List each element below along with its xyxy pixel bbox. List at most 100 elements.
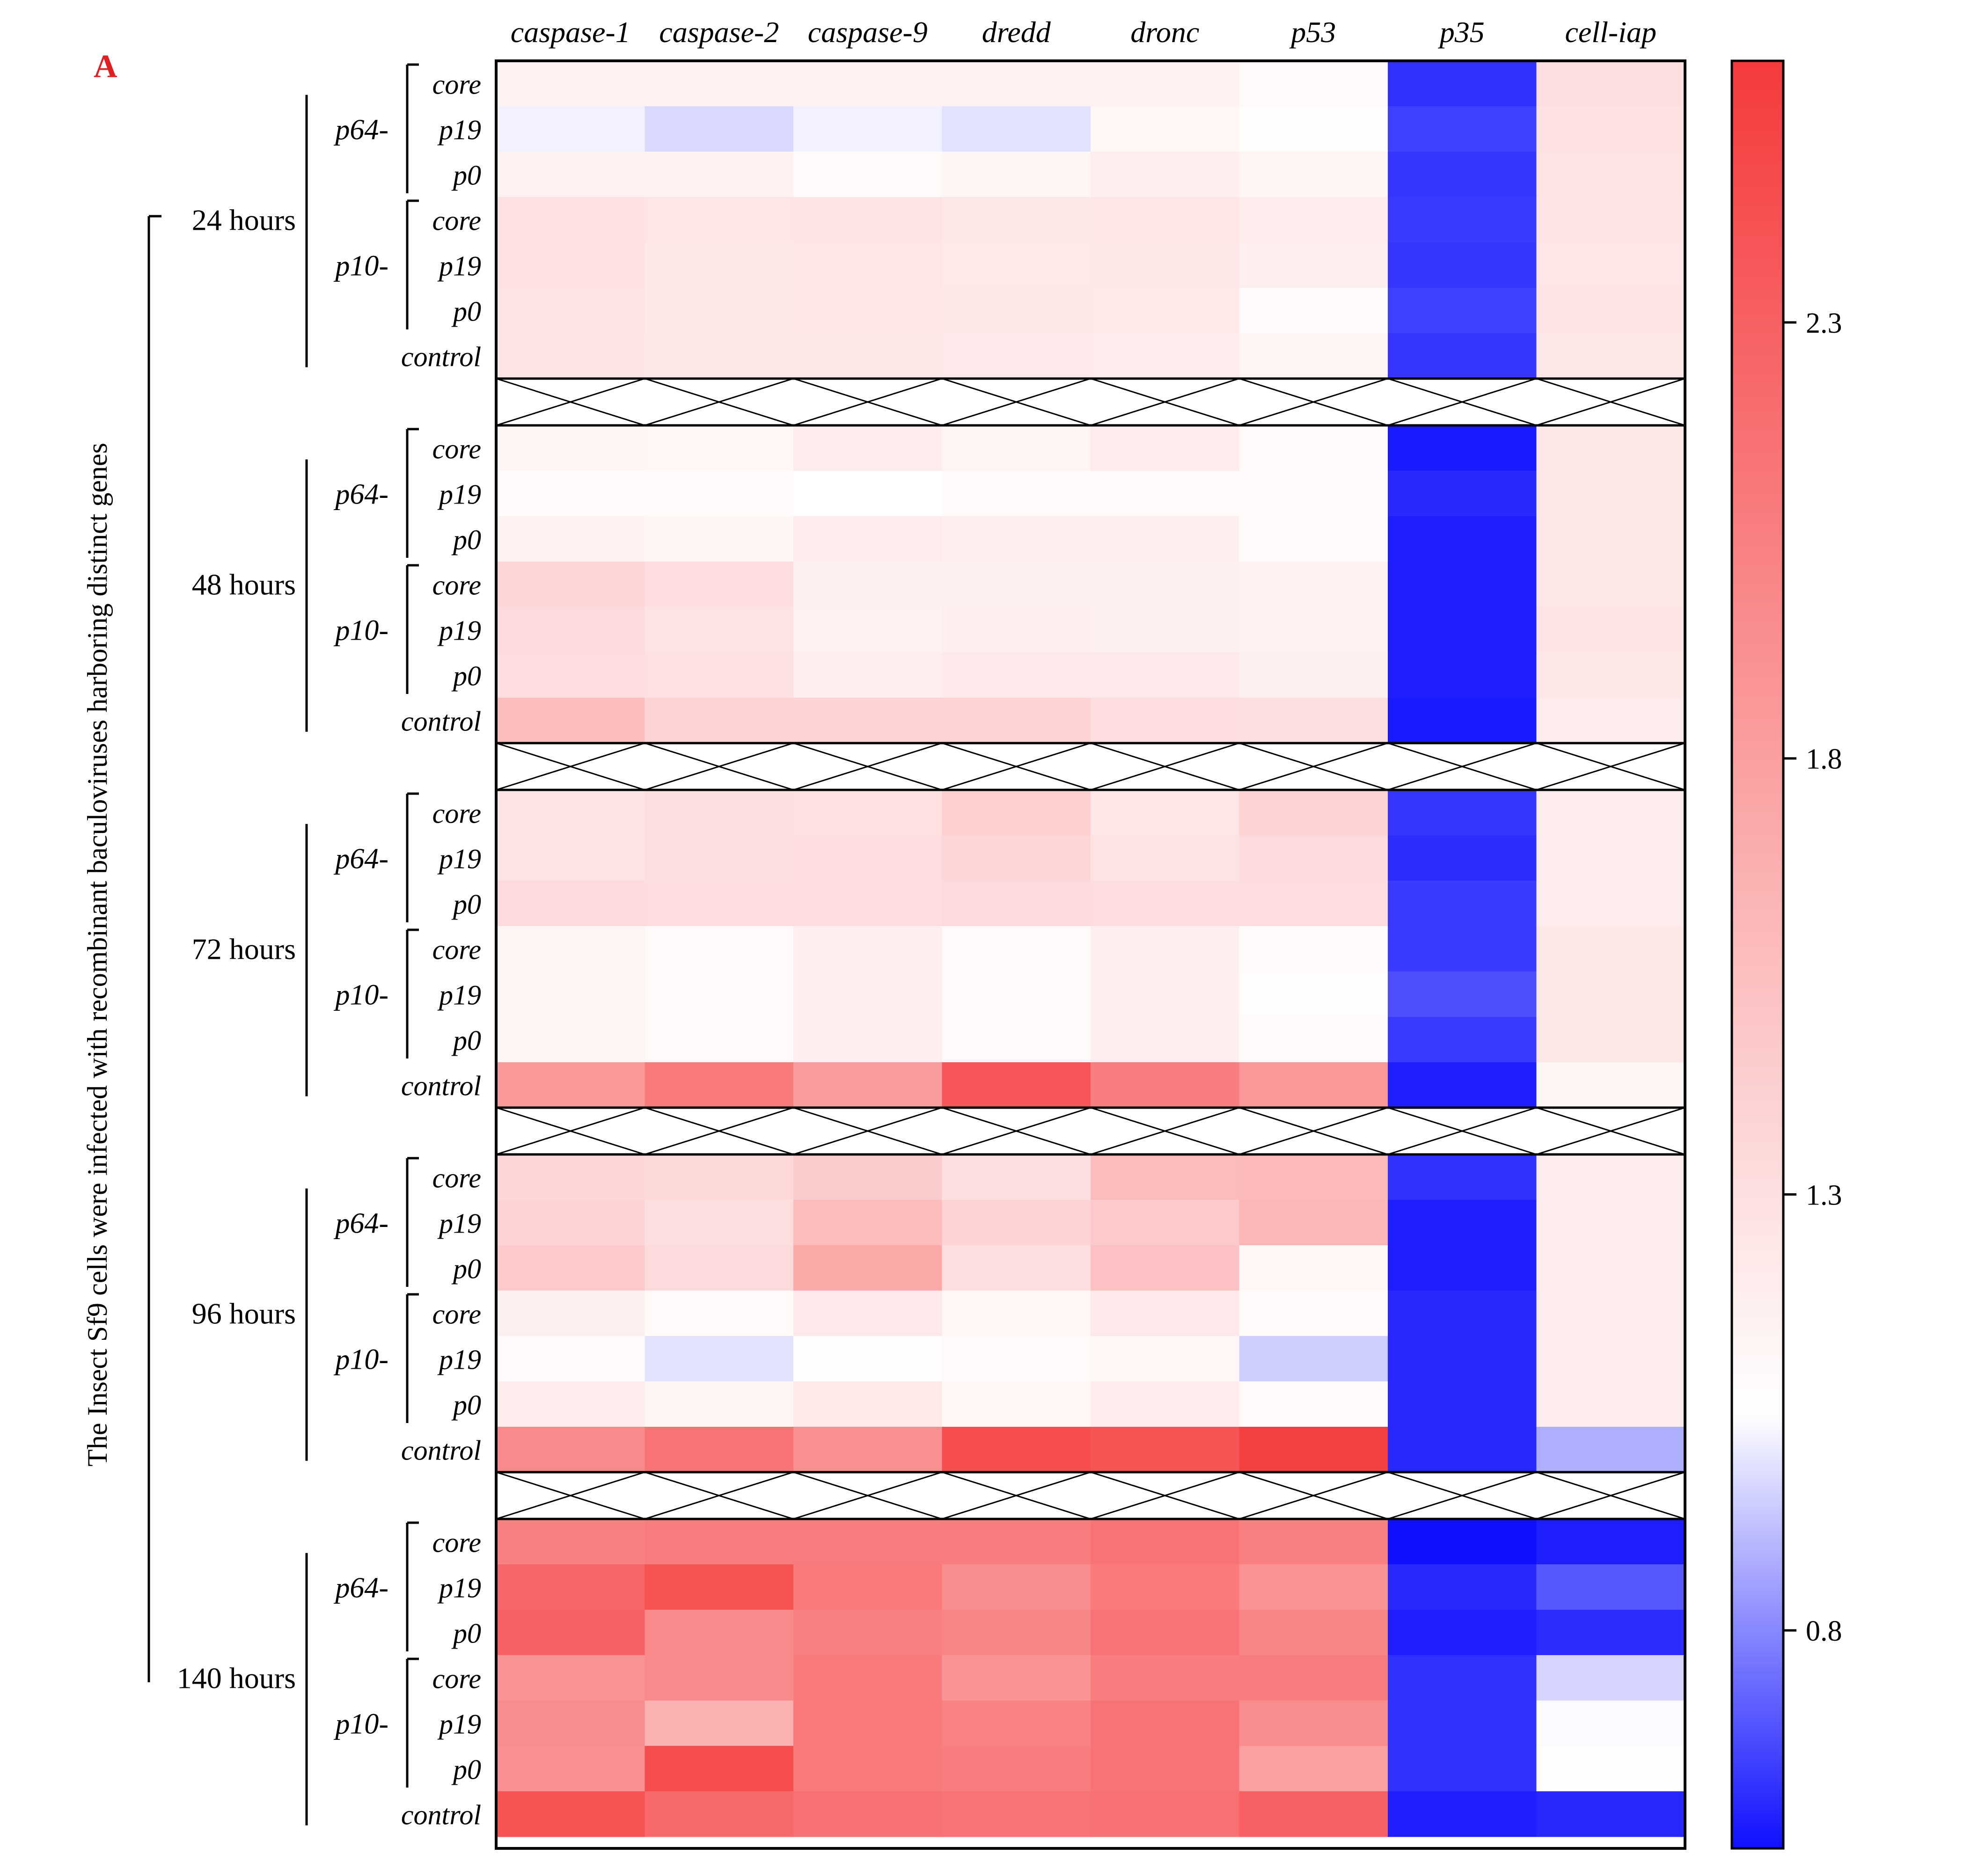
row-label: p19	[437, 1344, 481, 1375]
heatmap-cell	[1091, 333, 1240, 379]
heatmap-cell	[1388, 1336, 1537, 1382]
promoter-label: p10-	[333, 250, 388, 282]
heatmap-cell	[496, 106, 645, 152]
heatmap-cell	[1388, 1746, 1537, 1792]
heatmap-cell	[1239, 1655, 1388, 1701]
separator-cross-line	[942, 1471, 1091, 1520]
heatmap-cell	[1536, 1701, 1685, 1746]
heatmap-cell	[496, 1200, 645, 1246]
heatmap-cell	[942, 425, 1091, 471]
row-label: control	[401, 706, 481, 737]
heatmap-cell	[1536, 1427, 1685, 1473]
heatmap-cell	[496, 471, 645, 517]
heatmap-cell	[645, 698, 794, 744]
heatmap-cell	[496, 1427, 645, 1473]
heatmap-cell	[793, 1427, 943, 1473]
heatmap-cell	[793, 333, 943, 379]
heatmap-cell	[1239, 152, 1388, 197]
heatmap-cell	[645, 61, 794, 107]
row-label: p19	[437, 980, 481, 1011]
separator-cross-line	[1387, 742, 1537, 791]
heatmap-cell	[1388, 471, 1537, 517]
heatmap-cell	[1536, 1791, 1685, 1837]
heatmap-cell	[1239, 1564, 1388, 1610]
heatmap-cell	[1091, 1519, 1240, 1565]
heatmap-cell	[1536, 1062, 1685, 1108]
heatmap-cell	[1239, 1291, 1388, 1336]
row-label: p0	[451, 296, 481, 327]
heatmap-cell	[496, 790, 645, 836]
heatmap-cell	[942, 698, 1091, 744]
separator-cross-line	[793, 1471, 942, 1520]
promoter-label: p10-	[333, 979, 388, 1011]
heatmap-cell	[1388, 106, 1537, 152]
heatmap-cell	[1536, 652, 1685, 698]
heatmap-cell	[1239, 607, 1388, 653]
separator-cross-line	[645, 1471, 794, 1520]
row-label: control	[401, 1800, 481, 1831]
heatmap-cell	[496, 835, 645, 881]
row-label: p0	[451, 661, 481, 692]
separator-cross-line	[1536, 1107, 1685, 1155]
row-label: p0	[451, 1025, 481, 1056]
heatmap-cell	[496, 61, 645, 107]
separator-cross-line	[1090, 1107, 1239, 1155]
heatmap-cell	[1536, 242, 1685, 288]
heatmap-cell	[1536, 106, 1685, 152]
heatmap-cell	[1091, 926, 1240, 972]
heatmap-cell	[645, 1655, 794, 1701]
separator-cross-line	[942, 378, 1091, 426]
heatmap-cell	[496, 1746, 645, 1792]
row-label: core	[432, 1163, 481, 1194]
heatmap-cell	[496, 1519, 645, 1565]
group-label: 140 hours	[177, 1662, 296, 1695]
row-label: core	[432, 1299, 481, 1330]
row-label: p0	[451, 889, 481, 920]
row-label: control	[401, 1071, 481, 1102]
heatmap-cell	[1536, 835, 1685, 881]
row-label: core	[432, 1664, 481, 1694]
promoter-label: p64-	[333, 843, 388, 875]
heatmap-cell	[1388, 1245, 1537, 1291]
heatmap-cell	[496, 971, 645, 1017]
separator-cross-line	[1387, 378, 1537, 426]
row-label: core	[432, 1527, 481, 1558]
heatmap-cell	[496, 1564, 645, 1610]
heatmap-cell	[942, 106, 1091, 152]
heatmap-cell	[1091, 61, 1240, 107]
separator-cross-line	[1090, 742, 1239, 791]
heatmap-cell	[496, 698, 645, 744]
heatmap-cell	[1536, 333, 1685, 379]
group-label: 96 hours	[192, 1297, 296, 1330]
heatmap-cell	[1091, 1564, 1240, 1610]
heatmap-cell	[1239, 333, 1388, 379]
heatmap-cell	[1388, 835, 1537, 881]
separator-cross-line	[496, 1107, 645, 1155]
heatmap-cell	[1239, 516, 1388, 562]
heatmap-cell	[1091, 652, 1240, 698]
heatmap-cell	[645, 425, 794, 471]
row-label: core	[432, 434, 481, 465]
heatmap-cell	[793, 652, 943, 698]
heatmap-cell	[1388, 152, 1537, 197]
heatmap-cell	[1388, 1564, 1537, 1610]
heatmap-cell	[793, 1701, 943, 1746]
row-label: p0	[451, 1254, 481, 1285]
group-label: 72 hours	[192, 933, 296, 966]
heatmap-cell	[496, 607, 645, 653]
heatmap-cell	[1388, 652, 1537, 698]
heatmap-cell	[1091, 790, 1240, 836]
heatmap-cell	[496, 926, 645, 972]
heatmap-cell	[1091, 242, 1240, 288]
separator-cross-line	[645, 742, 794, 791]
heatmap-cell	[645, 516, 794, 562]
heatmap-cell	[942, 971, 1091, 1017]
heatmap-cell	[645, 1017, 794, 1063]
heatmap-cell	[1536, 607, 1685, 653]
heatmap-cell	[1388, 61, 1537, 107]
heatmap-cell	[1239, 881, 1388, 927]
heatmap-cell	[1091, 106, 1240, 152]
separator-cross-line	[1536, 742, 1685, 791]
heatmap-cell	[1239, 1610, 1388, 1656]
heatmap-cell	[1239, 61, 1388, 107]
